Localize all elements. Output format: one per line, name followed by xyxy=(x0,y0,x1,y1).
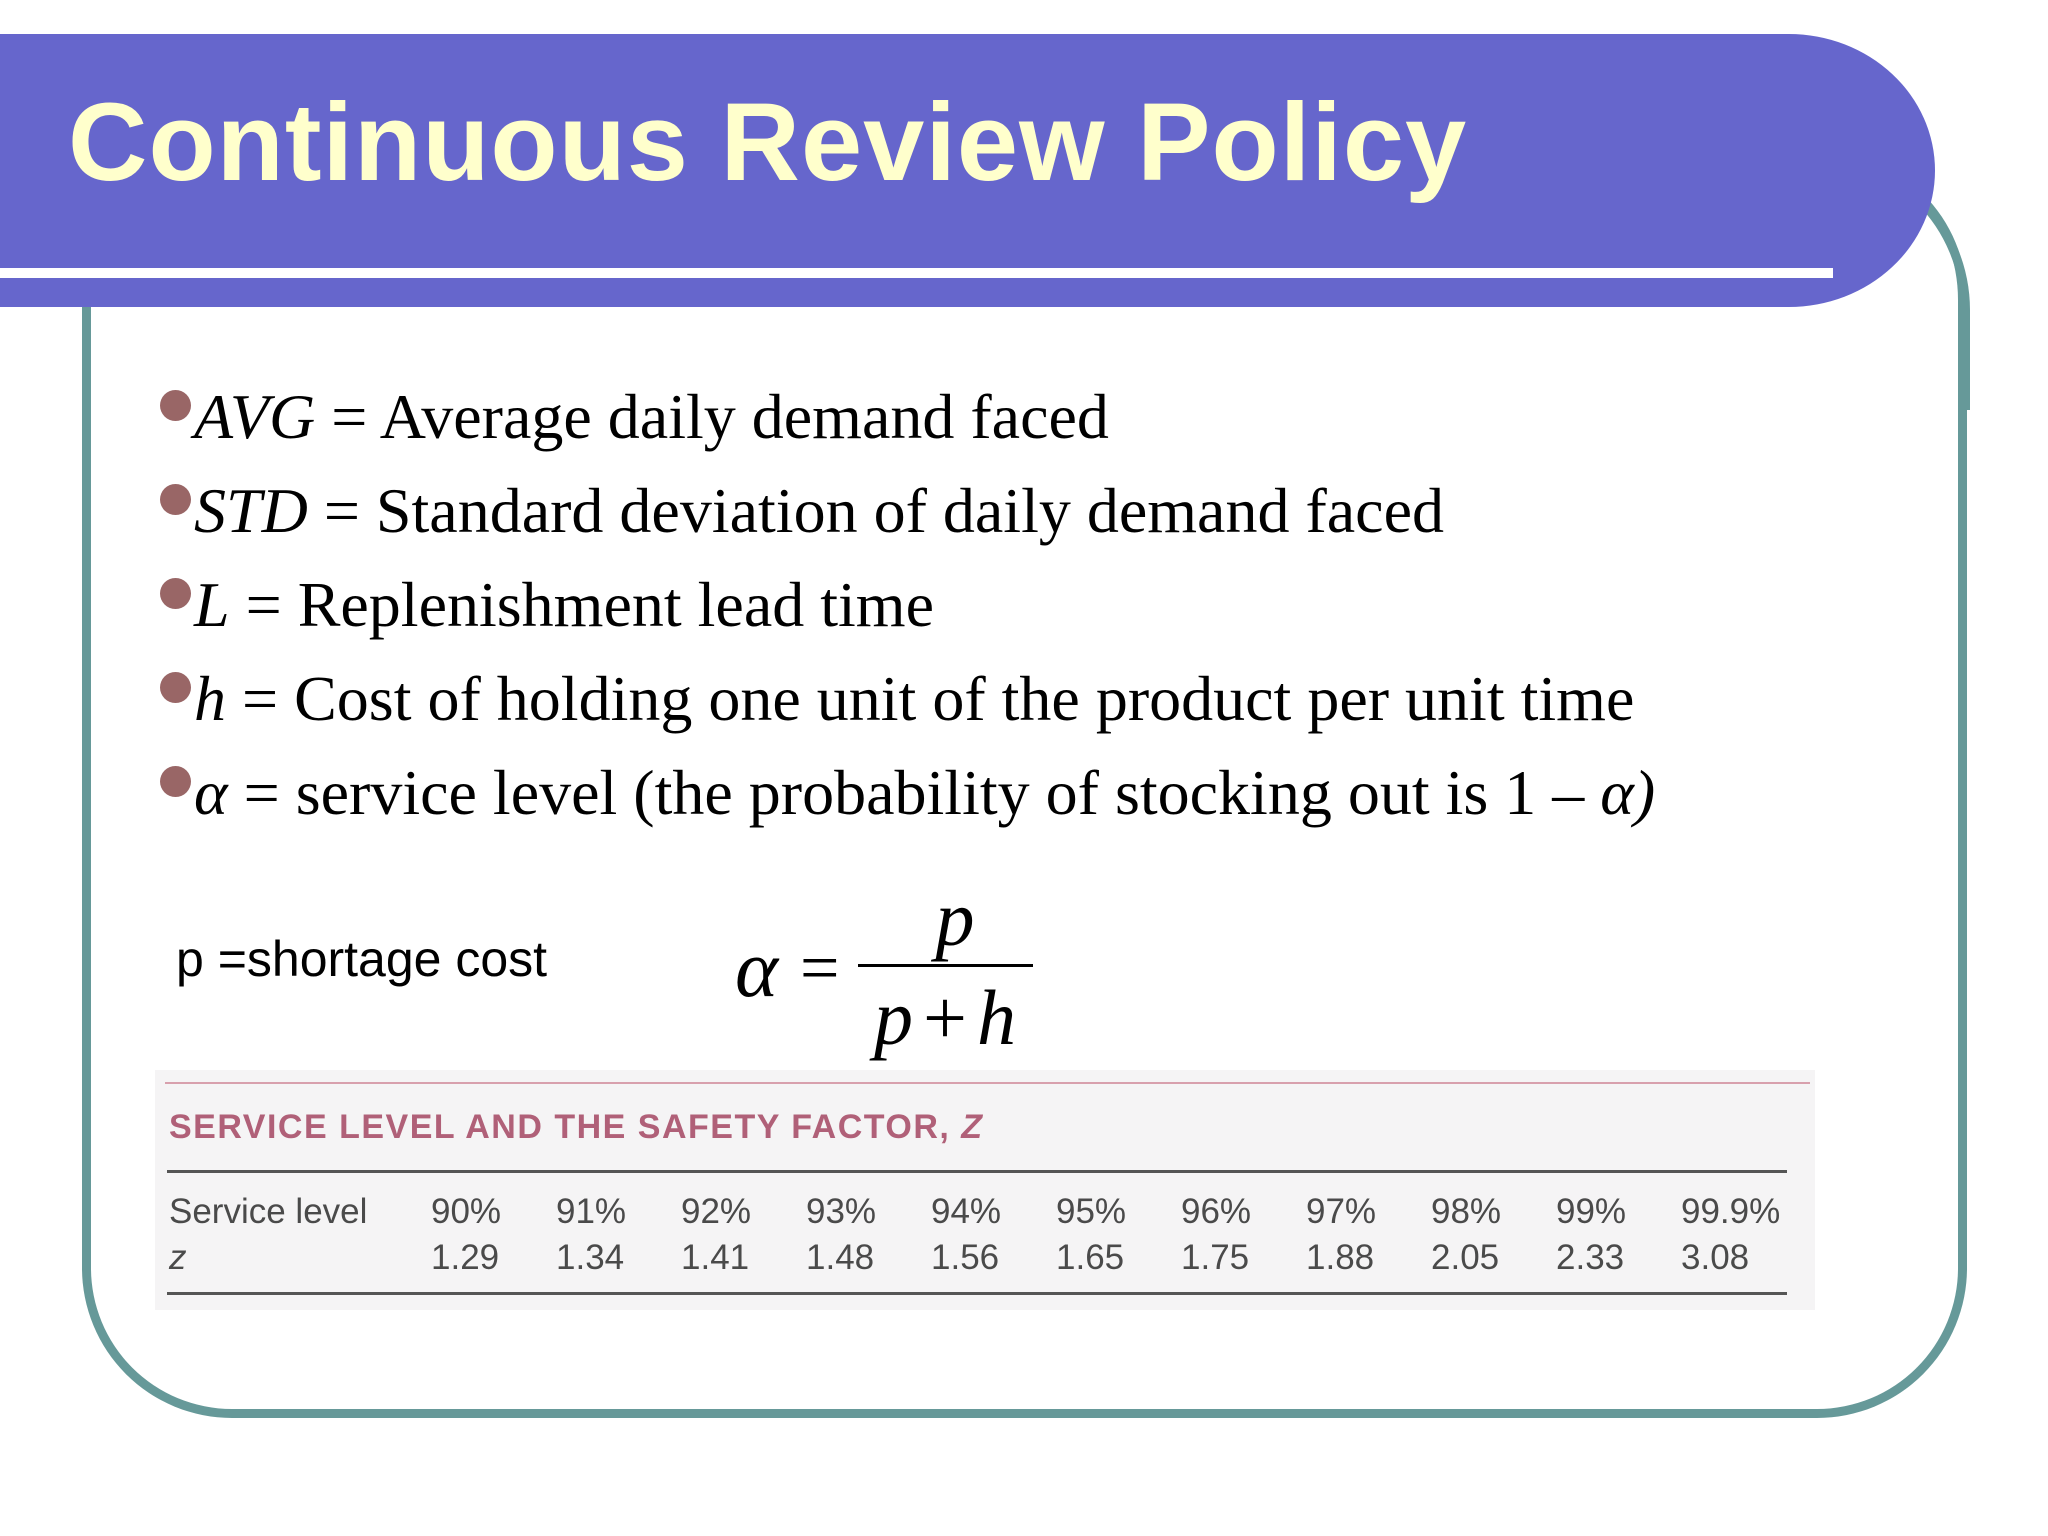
bullet-lead-time: L = Replenishment lead time xyxy=(160,558,1655,652)
table-cell: 1.29 xyxy=(431,1238,500,1277)
table-cell: 1.65 xyxy=(1056,1238,1125,1277)
bullet-dot-icon xyxy=(160,483,191,515)
table-top-rule xyxy=(165,1082,1810,1084)
service-level-formula: α = p p + h xyxy=(735,880,1033,1057)
table-cell: 92% xyxy=(681,1192,752,1231)
table-cell: 1.88 xyxy=(1306,1238,1375,1277)
table-cell: 99% xyxy=(1556,1192,1627,1231)
table-cell: 3.08 xyxy=(1681,1238,1750,1277)
definition-text: = Standard deviation of daily demand fac… xyxy=(307,475,1444,546)
table-cell: 94% xyxy=(931,1192,1002,1231)
bullet-dot-icon xyxy=(160,389,191,421)
table-cell: 2.05 xyxy=(1431,1238,1500,1277)
table-cell: 96% xyxy=(1181,1192,1252,1231)
formula-fraction: p p + h xyxy=(857,875,1033,1057)
bullet-dot-icon xyxy=(160,577,191,609)
bullet-std: STD = Standard deviation of daily demand… xyxy=(160,464,1655,558)
table-cell: 93% xyxy=(806,1192,877,1231)
closing-paren: ) xyxy=(1633,757,1656,828)
variable-name: L xyxy=(194,569,230,640)
table-title-variable: Z xyxy=(961,1108,984,1146)
table-title: SERVICE LEVEL AND THE SAFETY FACTOR, Z xyxy=(169,1108,984,1146)
definition-text: = Cost of holding one unit of the produc… xyxy=(226,663,1635,734)
table-cell: 1.75 xyxy=(1181,1238,1250,1277)
table-cell: 95% xyxy=(1056,1192,1127,1231)
table-cell: 99.9% xyxy=(1681,1192,1781,1231)
denominator-left: p xyxy=(874,974,914,1061)
table-row-z: z 1.29 1.34 1.41 1.48 1.56 1.65 1.75 1.8… xyxy=(169,1238,1806,1278)
variable-name: h xyxy=(194,663,226,734)
fraction-bar xyxy=(857,964,1033,967)
formula-lhs: α xyxy=(735,922,779,1014)
shortage-cost-note: p =shortage cost xyxy=(176,931,548,987)
formula-denominator: p + h xyxy=(874,979,1016,1057)
content-frame xyxy=(82,150,1967,1418)
bullet-holding-cost: h = Cost of holding one unit of the prod… xyxy=(160,652,1655,746)
title-banner xyxy=(0,34,1935,307)
denominator-operator: + xyxy=(923,974,968,1061)
definition-text: = Replenishment lead time xyxy=(229,569,934,640)
row-header: Service level xyxy=(169,1192,368,1231)
content-frame-corner xyxy=(1780,150,1970,410)
table-cell: 1.41 xyxy=(681,1238,750,1277)
bullet-avg: AVG = Average daily demand faced xyxy=(160,370,1655,464)
definition-list: AVG = Average daily demand faced STD = S… xyxy=(160,370,1655,840)
formula-numerator: p xyxy=(935,875,975,962)
table-cell: 91% xyxy=(556,1192,627,1231)
variable-name: STD xyxy=(194,475,308,546)
table-header-rule xyxy=(167,1170,1787,1173)
table-cell: 90% xyxy=(431,1192,502,1231)
definition-text: = service level (the probability of stoc… xyxy=(227,757,1601,828)
table-row-service-level: Service level 90% 91% 92% 93% 94% 95% 96… xyxy=(169,1192,1806,1232)
variable-name: AVG xyxy=(194,381,316,452)
table-cell: 1.48 xyxy=(806,1238,875,1277)
table-cell: 98% xyxy=(1431,1192,1502,1231)
bullet-service-level: α = service level (the probability of st… xyxy=(160,746,1655,840)
slide-title: Continuous Review Policy xyxy=(68,81,1468,204)
table-cell: 2.33 xyxy=(1556,1238,1625,1277)
table-cell: 1.34 xyxy=(556,1238,625,1277)
bullet-dot-icon xyxy=(160,671,191,703)
safety-factor-table: SERVICE LEVEL AND THE SAFETY FACTOR, Z S… xyxy=(155,1070,1815,1310)
table-cell: 97% xyxy=(1306,1192,1377,1231)
formula-equals: = xyxy=(800,929,840,1007)
definition-text: = Average daily demand faced xyxy=(315,381,1109,452)
table-cell: 1.56 xyxy=(931,1238,1000,1277)
title-banner-stripe xyxy=(0,268,1833,278)
variable-name: α xyxy=(1600,757,1634,828)
denominator-right: h xyxy=(977,974,1017,1061)
variable-name: α xyxy=(194,757,228,828)
bullet-dot-icon xyxy=(160,765,191,797)
table-bottom-rule xyxy=(167,1292,1787,1295)
row-header: z xyxy=(169,1238,187,1277)
